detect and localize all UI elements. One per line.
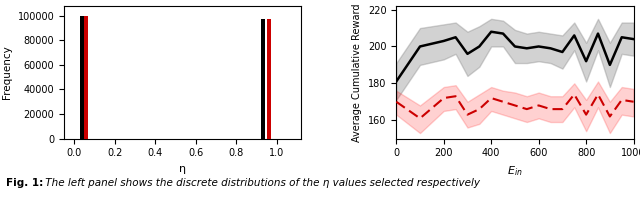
Bar (81, 16, 84, 139)
Bar (84, 16, 88, 139)
Text: Fig. 1:: Fig. 1: (6, 178, 44, 188)
Y-axis label: Frequency: Frequency (2, 45, 12, 99)
Bar (267, 19, 271, 139)
Y-axis label: Average Cumulative Reward: Average Cumulative Reward (353, 3, 362, 142)
Text: The left panel shows the discrete distributions of the η values selected respect: The left panel shows the discrete distri… (42, 178, 479, 188)
X-axis label: η: η (179, 164, 186, 174)
X-axis label: $E_{in}$: $E_{in}$ (507, 164, 523, 178)
Bar (261, 19, 264, 139)
